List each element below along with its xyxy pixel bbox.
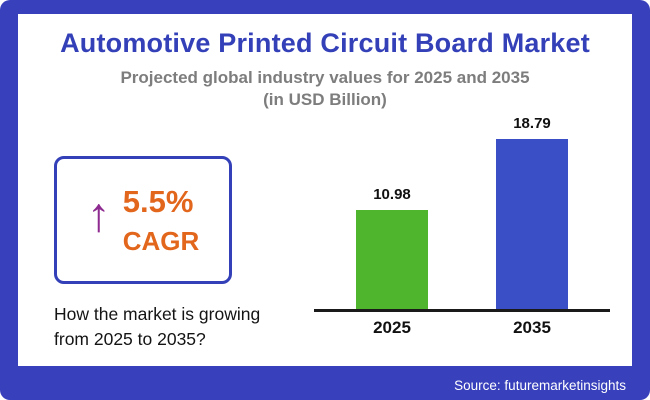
page-subtitle: Projected global industry values for 202… [18, 67, 632, 111]
cagr-label: CAGR [122, 225, 200, 256]
chart-caption: How the market is growing from 2025 to 2… [54, 302, 260, 353]
plot-area: 10.98 18.79 [314, 100, 610, 312]
bar-value-2025: 10.98 [373, 186, 411, 203]
category-axis: 2025 2035 [314, 318, 610, 338]
bar-2035 [496, 139, 568, 309]
infographic-card: Automotive Printed Circuit Board Market … [18, 14, 632, 366]
cagr-text: 5.5% CAGR [123, 184, 200, 257]
category-label-2025: 2025 [373, 318, 411, 337]
bar-group-2025: 10.98 [356, 186, 428, 309]
cagr-value: 5.5% [122, 183, 194, 219]
subtitle-line-2: (in USD Billion) [263, 90, 387, 110]
bar-chart: 10.98 18.79 2025 2035 [314, 100, 610, 338]
source-attribution: Source: futuremarketinsights [454, 378, 626, 393]
bar-group-2035: 18.79 [496, 115, 568, 309]
category-label-2035: 2035 [513, 318, 551, 337]
growth-up-arrow-icon: ↑ [86, 189, 111, 242]
bar-value-2035: 18.79 [513, 115, 551, 132]
page-title: Automotive Printed Circuit Board Market [60, 28, 590, 58]
caption-line-1: How the market is growing [54, 304, 261, 324]
caption-line-2: from 2025 to 2035? [54, 329, 206, 350]
subtitle-line-1: Projected global industry values for 202… [120, 68, 530, 87]
cagr-callout-box: ↑ 5.5% CAGR [54, 156, 232, 284]
bar-2025 [356, 210, 428, 309]
